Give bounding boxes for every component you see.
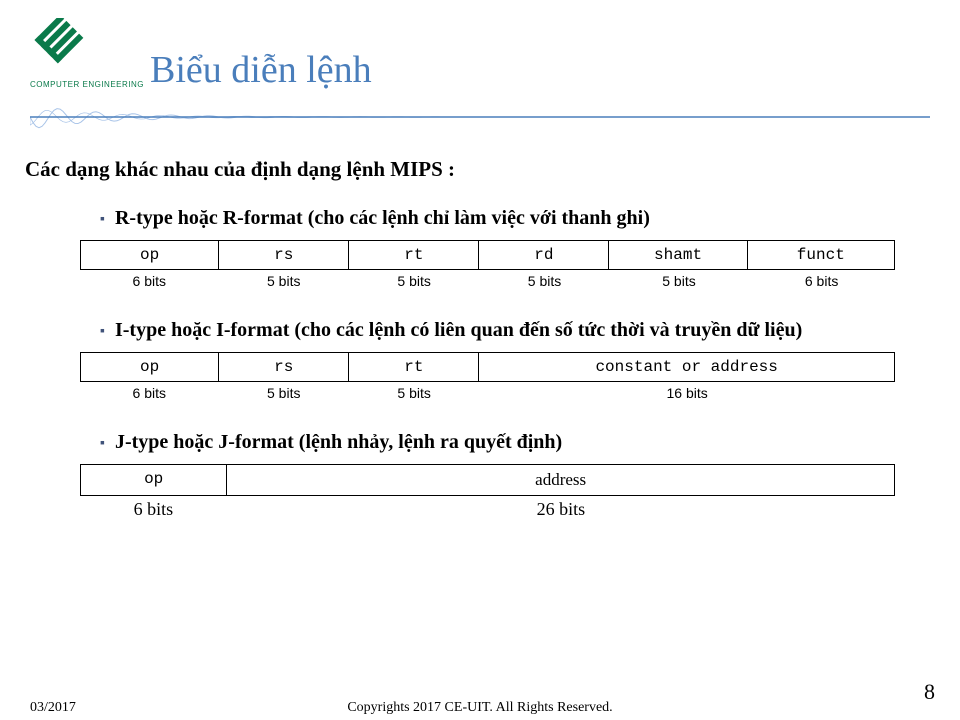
bullet-icon: ▪ bbox=[100, 212, 105, 228]
field-cell: rs bbox=[219, 353, 349, 381]
i-type-bits-row: 6 bits5 bits5 bits16 bits bbox=[80, 385, 895, 401]
field-cell: rs bbox=[219, 241, 349, 269]
i-type-fields-row: oprsrtconstant or address bbox=[80, 352, 895, 382]
bullet-j-type: ▪ J-type hoặc J-format (lệnh nhảy, lệnh … bbox=[100, 431, 905, 454]
divider-wave bbox=[30, 102, 930, 132]
field-cell: funct bbox=[748, 241, 894, 269]
bits-label: 5 bits bbox=[219, 273, 349, 289]
bullet-text: I-type hoặc I-format (cho các lệnh có li… bbox=[115, 319, 905, 342]
bits-label: 6 bits bbox=[80, 385, 219, 401]
bullet-icon: ▪ bbox=[100, 436, 105, 452]
j-type-fields-row: opaddress bbox=[80, 464, 895, 496]
slide-title: Biểu diễn lệnh bbox=[150, 48, 960, 92]
bits-label: 5 bits bbox=[610, 273, 749, 289]
slide-content: Các dạng khác nhau của định dạng lệnh MI… bbox=[0, 137, 960, 520]
bits-label: 5 bits bbox=[349, 273, 479, 289]
r-type-bits-row: 6 bits5 bits5 bits5 bits5 bits6 bits bbox=[80, 273, 895, 289]
field-cell: shamt bbox=[609, 241, 747, 269]
footer-copyright: Copyrights 2017 CE-UIT. All Rights Reser… bbox=[0, 700, 960, 716]
field-cell: op bbox=[81, 465, 227, 495]
bits-label: 5 bits bbox=[349, 385, 479, 401]
bits-label: 26 bits bbox=[227, 499, 895, 520]
footer-page-number: 8 bbox=[924, 679, 935, 705]
bits-label: 5 bits bbox=[479, 273, 609, 289]
bits-label: 6 bits bbox=[80, 273, 219, 289]
logo-icon bbox=[30, 18, 90, 73]
r-type-table: oprsrtrdshamtfunct 6 bits5 bits5 bits5 b… bbox=[80, 240, 895, 289]
bits-label: 5 bits bbox=[219, 385, 349, 401]
field-cell: address bbox=[227, 465, 894, 495]
j-type-table: opaddress 6 bits26 bits bbox=[80, 464, 895, 520]
slide-header: COMPUTER ENGINEERING Biểu diễn lệnh bbox=[0, 0, 960, 137]
field-cell: op bbox=[81, 241, 219, 269]
bits-label: 16 bits bbox=[479, 385, 895, 401]
bullet-r-type: ▪ R-type hoặc R-format (cho các lệnh chỉ… bbox=[100, 207, 905, 230]
r-type-fields-row: oprsrtrdshamtfunct bbox=[80, 240, 895, 270]
j-type-bits-row: 6 bits26 bits bbox=[80, 499, 895, 520]
field-cell: rt bbox=[349, 353, 479, 381]
field-cell: op bbox=[81, 353, 219, 381]
logo-text: COMPUTER ENGINEERING bbox=[30, 80, 144, 89]
bits-label: 6 bits bbox=[80, 499, 227, 520]
logo: COMPUTER ENGINEERING bbox=[30, 18, 144, 89]
field-cell: rt bbox=[349, 241, 479, 269]
bullet-i-type: ▪ I-type hoặc I-format (cho các lệnh có … bbox=[100, 319, 905, 342]
bullet-icon: ▪ bbox=[100, 324, 105, 340]
bits-label: 6 bits bbox=[748, 273, 895, 289]
bullet-text: J-type hoặc J-format (lệnh nhảy, lệnh ra… bbox=[115, 431, 905, 454]
content-subtitle: Các dạng khác nhau của định dạng lệnh MI… bbox=[25, 157, 935, 182]
field-cell: rd bbox=[479, 241, 609, 269]
i-type-table: oprsrtconstant or address 6 bits5 bits5 … bbox=[80, 352, 895, 401]
bullet-text: R-type hoặc R-format (cho các lệnh chỉ l… bbox=[115, 207, 905, 230]
field-cell: constant or address bbox=[479, 353, 894, 381]
